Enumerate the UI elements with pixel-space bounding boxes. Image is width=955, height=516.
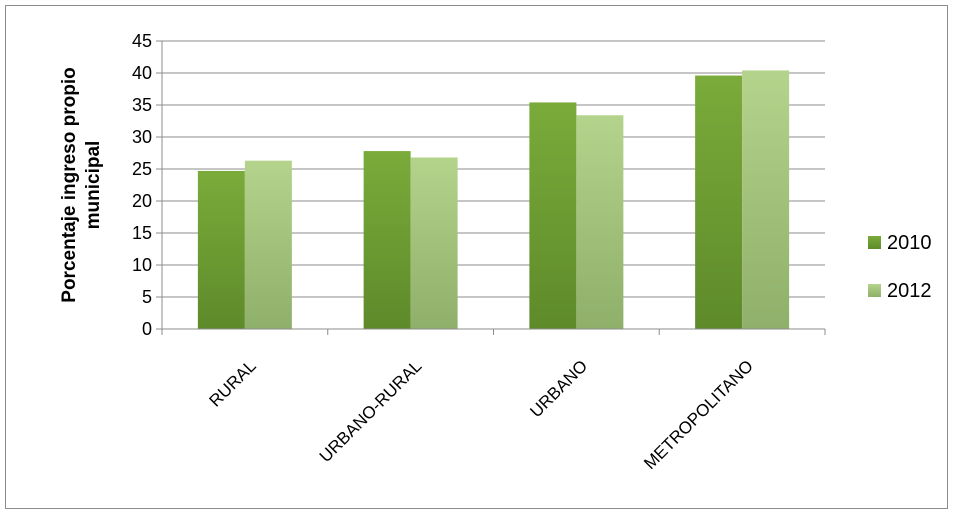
- y-tick-label: 20: [132, 191, 152, 211]
- y-axis-title-line: Porcentaje ingreso propio: [59, 67, 80, 302]
- y-axis-title-line: municipal: [83, 141, 104, 230]
- y-tick-label: 25: [132, 159, 152, 179]
- y-tick-label: 45: [132, 31, 152, 51]
- legend-swatch-2012: [868, 284, 881, 297]
- bar-2012-urbano-rural: [410, 157, 458, 329]
- bars: [197, 70, 790, 330]
- y-axis-label: Porcentaje ingreso propio municipal: [59, 67, 104, 302]
- bar-2010-urbano-rural: [363, 151, 411, 329]
- bar-2012-rural: [244, 160, 292, 329]
- x-axis-labels: RURAL URBANO-RURAL URBANO METROPOLITANO: [161, 328, 826, 473]
- y-tick-label: 10: [132, 255, 152, 275]
- bar-2012-metropolitano: [742, 70, 790, 329]
- bar-2010-metropolitano: [695, 75, 743, 329]
- y-tick-label: 40: [132, 63, 152, 83]
- y-tick-label: 35: [132, 95, 152, 115]
- x-tick-label: URBANO: [526, 356, 591, 421]
- legend-label-2012: 2012: [887, 280, 932, 302]
- y-tick-label: 5: [142, 287, 152, 307]
- bar-2012-urbano: [576, 115, 624, 330]
- y-tick-label: 0: [142, 319, 152, 339]
- y-tick-label: 15: [132, 223, 152, 243]
- bar-2010-urbano: [529, 102, 577, 329]
- bar-2010-rural: [197, 170, 245, 329]
- y-tick-label: 30: [132, 127, 152, 147]
- y-axis-ticks: 0 5 10 15 20 25 30 35 40 45: [132, 31, 163, 339]
- legend: 2010 2012: [868, 232, 932, 302]
- x-tick-label: METROPOLITANO: [640, 356, 757, 473]
- x-tick-label: RURAL: [206, 356, 260, 410]
- legend-swatch-2010: [868, 236, 881, 249]
- x-tick-label: URBANO-RURAL: [316, 356, 426, 466]
- legend-label-2010: 2010: [887, 232, 932, 254]
